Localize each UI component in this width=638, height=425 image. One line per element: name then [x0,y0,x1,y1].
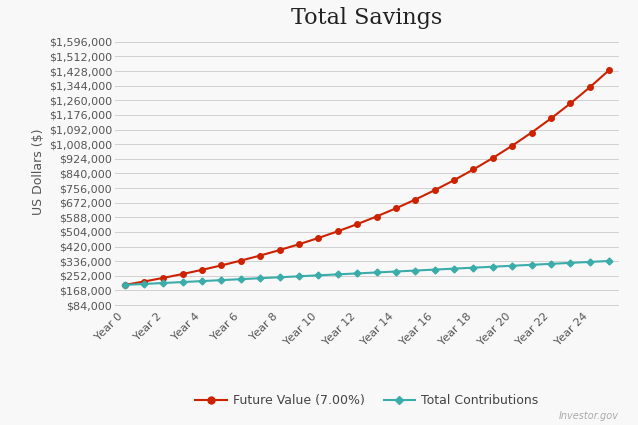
Legend: Future Value (7.00%), Total Contributions: Future Value (7.00%), Total Contribution… [190,389,544,412]
Y-axis label: US Dollars ($): US Dollars ($) [31,129,45,215]
Text: Investor.gov: Investor.gov [559,411,619,421]
Title: Total Savings: Total Savings [291,7,443,29]
